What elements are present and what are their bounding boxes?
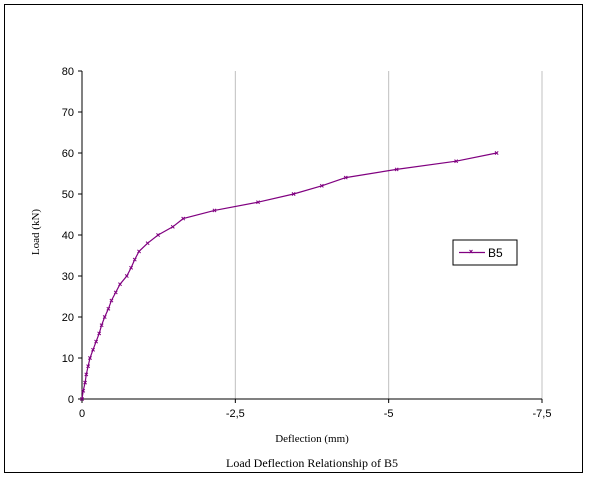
data-point-b5	[106, 306, 111, 311]
data-point-b5	[156, 233, 161, 237]
x-axis-title: Deflection (mm)	[275, 433, 349, 445]
data-point-b5	[291, 192, 296, 196]
data-point-b5	[170, 224, 175, 229]
y-tick-label: 80	[62, 66, 74, 78]
chart-title: Load Deflection Relationship of B5	[226, 456, 398, 470]
data-point-b5	[343, 175, 348, 180]
y-tick-label: 60	[62, 148, 74, 160]
data-point-b5	[91, 347, 95, 352]
data-point-b5	[99, 323, 104, 328]
x-tick-label: -2,5	[226, 408, 245, 420]
data-point-b5	[97, 331, 102, 336]
x-tick-label: -5	[384, 408, 394, 420]
legend-label-b5: B5	[488, 246, 503, 260]
data-point-b5	[83, 380, 88, 385]
data-point-b5	[319, 183, 324, 188]
data-point-b5	[132, 257, 137, 262]
y-tick-label: 10	[62, 353, 74, 365]
data-point-b5	[94, 339, 99, 344]
y-tick-label: 50	[62, 189, 74, 201]
data-point-b5	[118, 282, 122, 287]
legend: B5	[452, 239, 518, 266]
y-tick-label: 30	[62, 271, 74, 283]
y-tick-label: 0	[68, 394, 74, 406]
data-point-b5	[86, 364, 91, 369]
y-tick-label: 20	[62, 312, 74, 324]
data-point-b5	[394, 167, 399, 172]
data-point-b5	[145, 241, 150, 246]
data-point-b5	[494, 151, 499, 155]
x-tick-label: -7,5	[533, 408, 552, 420]
ticks-layer: 0 10 20 30 40 50 60 70 80 0 -2,5 -5 -7,5	[62, 66, 552, 420]
series-layer	[80, 151, 499, 401]
axes-layer	[81, 71, 542, 400]
data-point-b5	[212, 208, 217, 213]
data-point-b5	[80, 397, 84, 401]
y-tick-label: 70	[62, 107, 74, 119]
data-point-b5	[84, 372, 89, 377]
grid-layer	[234, 71, 543, 399]
chart-frame: 0 10 20 30 40 50 60 70 80 0 -2,5 -5 -7,5 Deflection …	[4, 4, 583, 473]
data-point-b5	[124, 274, 129, 278]
data-point-b5	[137, 249, 141, 254]
data-point-b5	[88, 356, 92, 360]
data-point-b5	[129, 265, 134, 270]
y-tick-label: 40	[62, 230, 74, 242]
data-point-b5	[102, 315, 107, 319]
y-axis-title: Load (kN)	[30, 209, 42, 255]
data-point-b5	[181, 216, 186, 221]
data-point-b5	[454, 159, 459, 164]
data-point-b5	[81, 388, 86, 393]
data-point-b5	[256, 200, 260, 205]
data-point-b5	[113, 290, 118, 295]
chart-svg: 0 10 20 30 40 50 60 70 80 0 -2,5 -5 -7,5 Deflection …	[30, 66, 552, 470]
legend-marker	[469, 249, 473, 254]
x-tick-label: 0	[79, 408, 85, 420]
series-line-b5	[81, 152, 497, 400]
data-point-b5	[109, 298, 114, 303]
